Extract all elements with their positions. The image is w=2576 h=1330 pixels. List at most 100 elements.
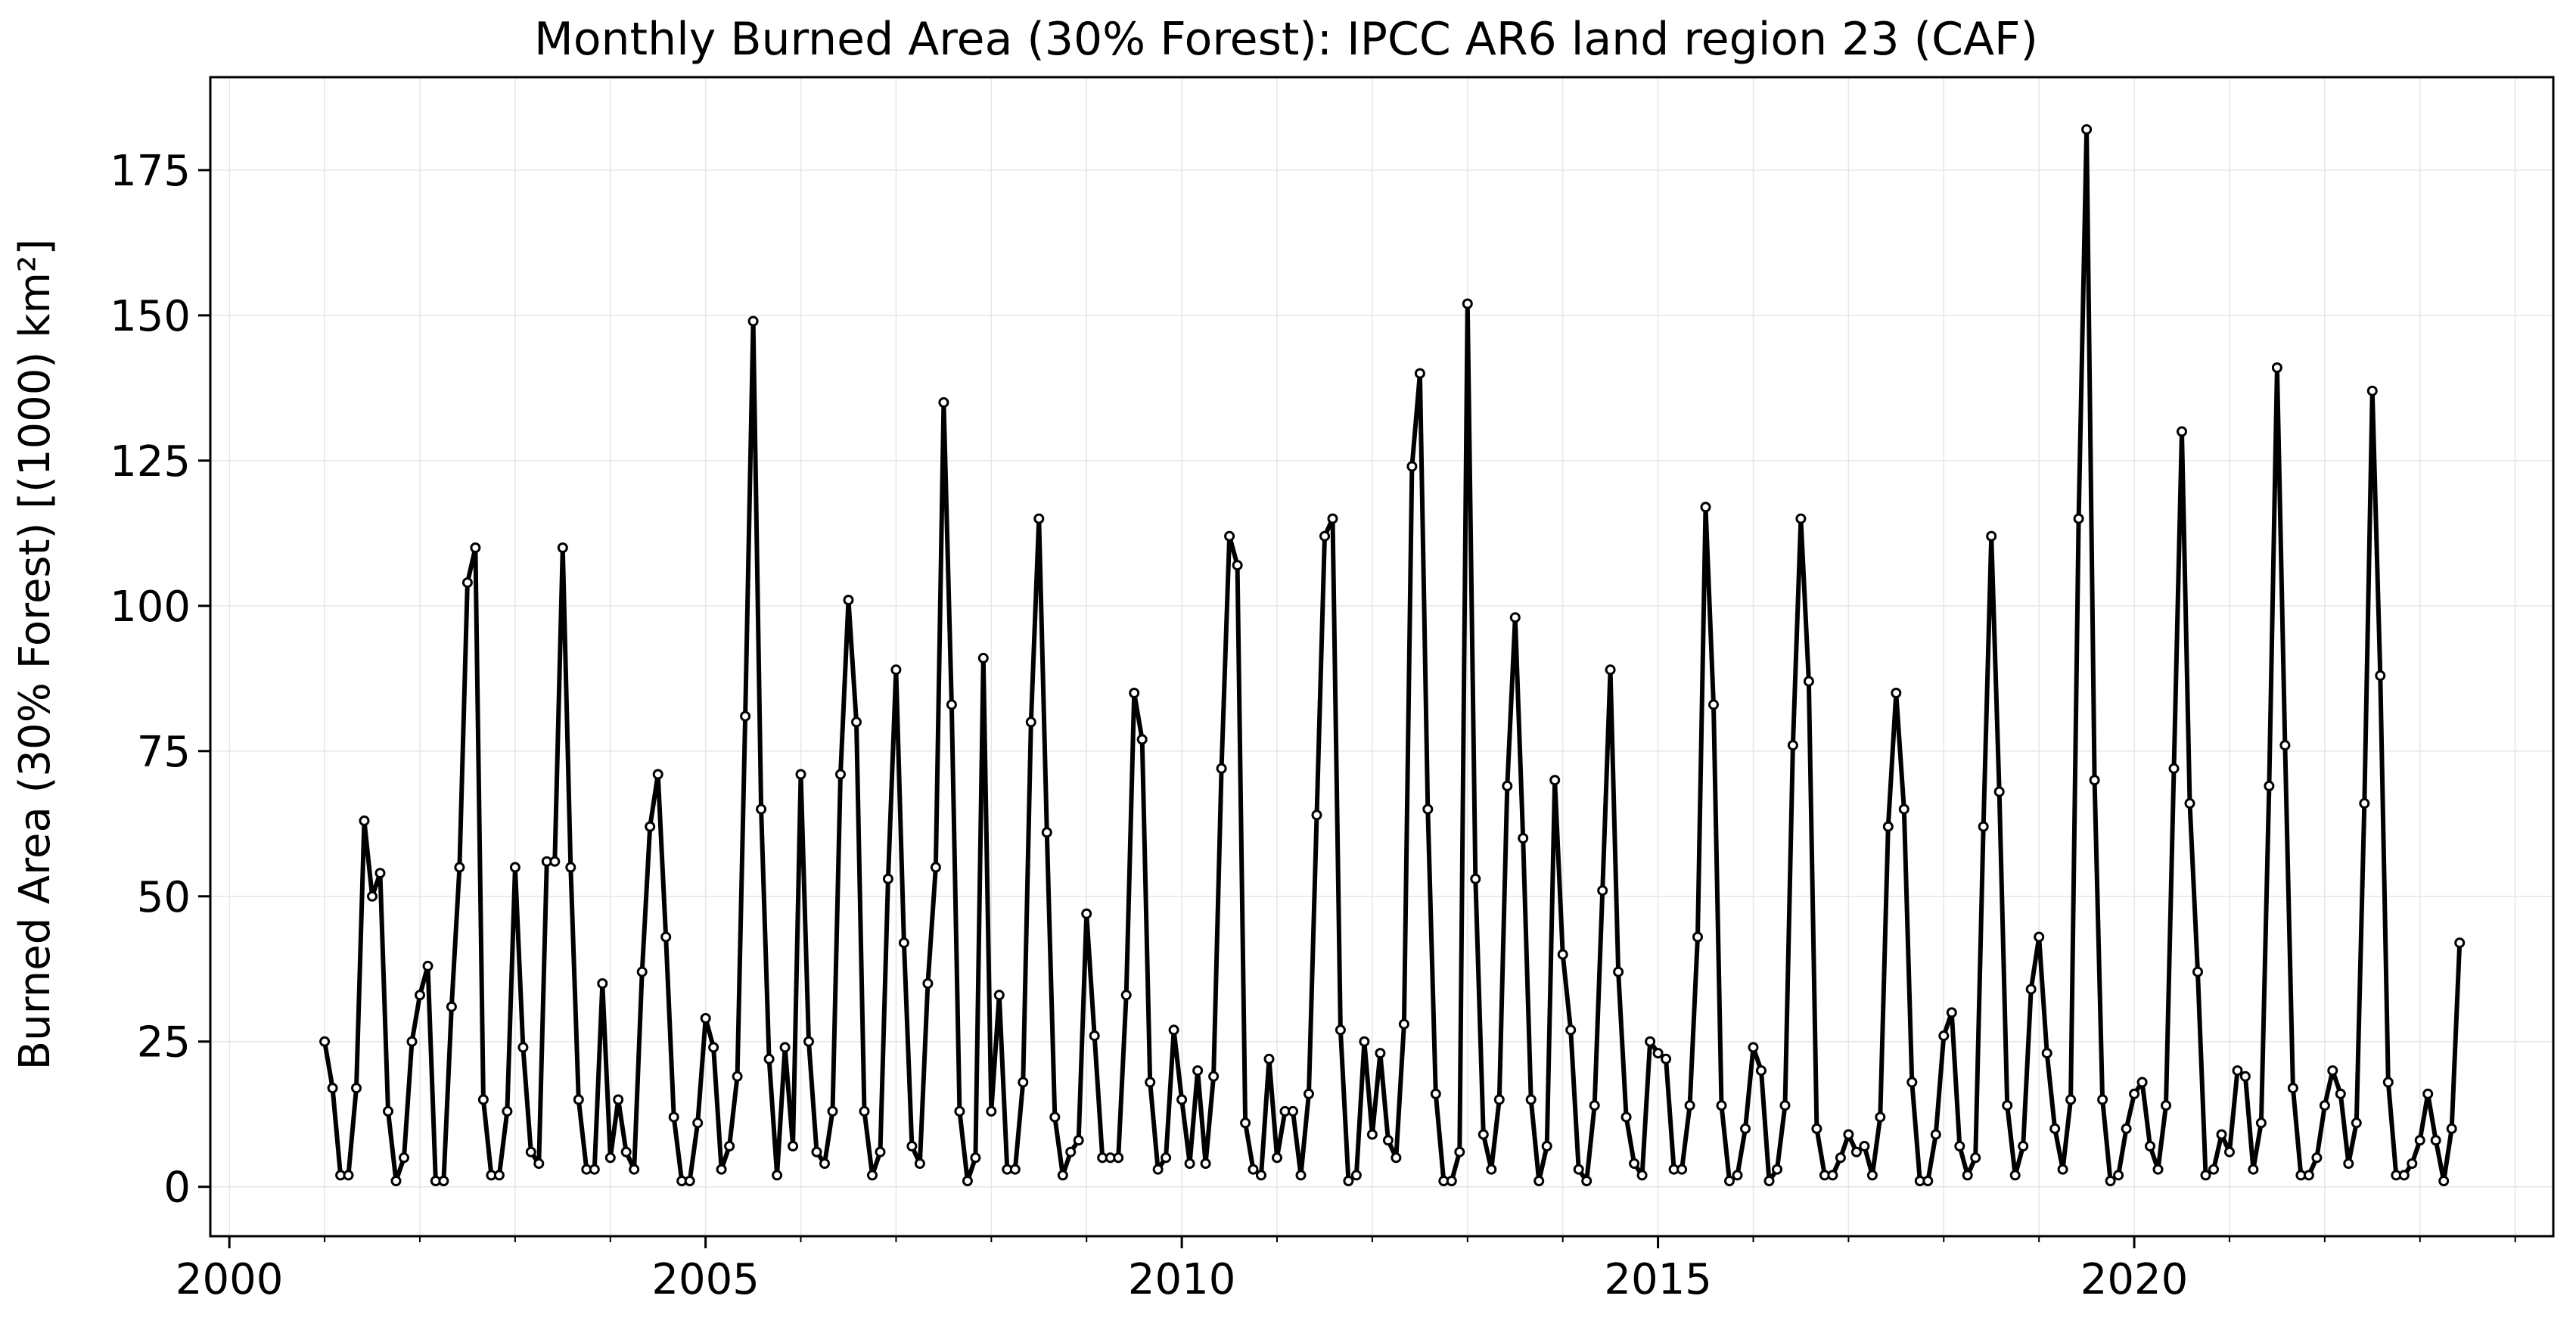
data-point — [2041, 1048, 2052, 1059]
data-point — [1184, 1158, 1195, 1169]
data-point — [1343, 1176, 1354, 1186]
axis-ticks: 0 25 50 75 100 125 150 175 2000 2005 2010 2015 2020 — [110, 147, 2516, 1304]
data-point — [930, 862, 941, 873]
data-point — [2168, 763, 2180, 774]
data-point — [2073, 513, 2084, 524]
data-point — [2121, 1123, 2132, 1134]
data-point — [2359, 797, 2370, 809]
data-point — [1803, 676, 1814, 687]
data-point — [343, 1170, 354, 1181]
data-point — [1573, 1164, 1584, 1175]
data-point — [399, 1152, 409, 1164]
data-point — [1978, 821, 1989, 832]
data-point — [1462, 298, 1473, 309]
data-point — [390, 1176, 402, 1186]
data-point — [2089, 775, 2100, 786]
data-point — [1787, 740, 1798, 751]
data-point — [1065, 1146, 1077, 1158]
data-point — [1311, 809, 1322, 821]
data-point — [1478, 1129, 1489, 1140]
data-point — [629, 1164, 640, 1175]
data-point — [1335, 1024, 1346, 1036]
data-point — [1152, 1164, 1164, 1175]
data-point — [668, 1111, 679, 1123]
data-point — [1779, 1100, 1791, 1111]
data-point — [1645, 1036, 1656, 1047]
data-point — [446, 1001, 457, 1012]
data-point — [2097, 1094, 2108, 1105]
data-point — [716, 1164, 727, 1175]
data-point — [1620, 1111, 1632, 1123]
data-point — [327, 1083, 338, 1094]
data-point — [1295, 1170, 1307, 1181]
data-point — [2271, 362, 2282, 373]
data-point — [2319, 1100, 2330, 1111]
data-point — [2200, 1170, 2211, 1181]
data-point — [986, 1105, 997, 1117]
data-point — [438, 1176, 449, 1186]
data-point — [827, 1105, 838, 1117]
data-point — [2255, 1117, 2267, 1129]
y-tick-label: 50 — [137, 873, 191, 922]
data-point — [1382, 1135, 1394, 1146]
data-point — [875, 1146, 886, 1158]
data-point — [938, 397, 949, 408]
data-point — [1684, 1100, 1695, 1111]
data-point — [1946, 1007, 1957, 1018]
data-point — [772, 1170, 783, 1181]
data-point — [898, 937, 909, 949]
data-point — [1081, 908, 1092, 919]
data-point — [882, 873, 893, 884]
data-point — [914, 1158, 925, 1169]
data-point — [700, 1013, 711, 1024]
data-point — [2375, 670, 2386, 681]
data-point — [2192, 966, 2203, 977]
data-point — [803, 1036, 814, 1047]
data-point — [1263, 1053, 1275, 1064]
data-point — [2414, 1135, 2425, 1146]
data-point — [1009, 1164, 1021, 1175]
data-point — [1866, 1170, 1878, 1181]
plot-frame — [209, 76, 2555, 1238]
data-point — [1835, 1152, 1846, 1164]
data-point — [1493, 1094, 1505, 1105]
data-point — [509, 862, 520, 873]
data-point — [1288, 1105, 1298, 1117]
data-point — [2351, 1117, 2362, 1129]
data-point — [1898, 803, 1909, 815]
data-point — [1414, 368, 1425, 379]
data-point — [835, 769, 846, 780]
data-point — [1581, 1176, 1593, 1186]
data-point — [2335, 1088, 2346, 1099]
data-point — [2303, 1170, 2314, 1181]
data-point — [2287, 1083, 2298, 1094]
data-point — [1938, 1030, 1950, 1042]
data-point — [1605, 664, 1616, 676]
data-point — [1629, 1158, 1640, 1169]
data-point — [708, 1042, 719, 1053]
data-point — [1930, 1129, 1941, 1140]
data-point — [1256, 1170, 1266, 1181]
data-point — [970, 1152, 981, 1164]
data-point — [1843, 1129, 1854, 1140]
data-point — [2407, 1158, 2418, 1169]
data-point — [461, 577, 473, 589]
data-point — [788, 1141, 799, 1151]
data-point — [1692, 931, 1703, 943]
y-tick-label: 150 — [110, 292, 191, 341]
data-point — [1740, 1123, 1751, 1134]
data-point — [692, 1117, 704, 1129]
data-point — [684, 1176, 695, 1186]
data-point — [1136, 734, 1148, 745]
y-tick-label: 25 — [137, 1018, 191, 1067]
data-point — [1350, 1170, 1362, 1181]
data-point — [1248, 1164, 1259, 1175]
series-line — [322, 127, 2463, 1183]
data-point — [525, 1146, 536, 1158]
data-point — [1240, 1117, 1251, 1129]
data-point — [993, 990, 1005, 1001]
data-point — [470, 542, 481, 553]
y-tick-label: 175 — [110, 147, 191, 196]
data-point — [1168, 1024, 1179, 1036]
data-point — [1192, 1065, 1204, 1077]
